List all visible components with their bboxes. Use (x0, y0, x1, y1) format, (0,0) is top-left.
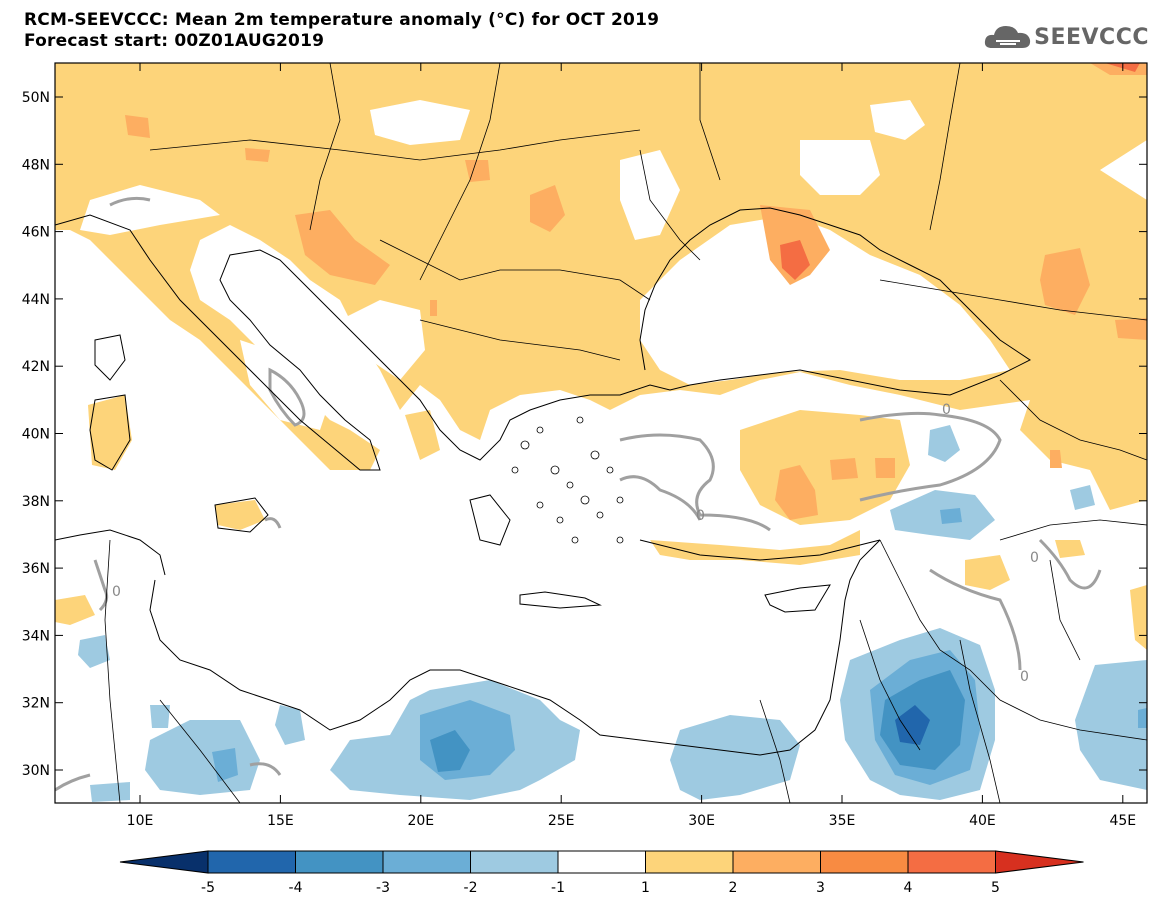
contour-label: 0 (696, 508, 705, 524)
colorbar-segment (645, 850, 734, 874)
title-line-1: RCM-SEEVCCC: Mean 2m temperature anomaly… (24, 10, 660, 30)
colorbar-min-arrow (119, 850, 209, 874)
blank-alps (80, 185, 220, 235)
lat-label: 48N (22, 157, 50, 173)
contour-label: 0 (112, 584, 121, 600)
blank-north-1 (870, 100, 925, 140)
colorbar-tick-label: -3 (376, 880, 390, 896)
colorbar-tick-label: 2 (729, 880, 738, 896)
logo-text: SEEVCCC (1034, 24, 1149, 50)
colorbar-segment (557, 850, 646, 874)
lat-label: 38N (22, 494, 50, 510)
colorbar-segment (207, 850, 296, 874)
colorbar-tick-label: 5 (991, 880, 1000, 896)
blank-bosnia (340, 300, 425, 380)
colorbar-tick-label: 3 (816, 880, 825, 896)
blank-ukraine-north (800, 140, 880, 195)
colorbar-segment (820, 850, 909, 874)
warm-sardinia (88, 395, 132, 470)
colorbar-tick-label: 4 (904, 880, 913, 896)
warm-sicily (215, 500, 265, 530)
warm-greece-west (405, 410, 440, 460)
black-sea-blank (640, 215, 1010, 385)
lat-label: 46N (22, 225, 50, 241)
coastlines (55, 207, 1031, 756)
blank-italy-south (240, 340, 330, 430)
lat-label: 42N (22, 359, 50, 375)
aegean-islands (511, 416, 624, 544)
contour-label: 0 (942, 402, 951, 418)
borders (104, 63, 1147, 803)
seevccc-logo: SEEVCCC (982, 20, 1149, 54)
lat-label: 44N (22, 292, 50, 308)
contour-label: 0 (1030, 550, 1039, 566)
colorbar-segment (295, 850, 384, 874)
longitude-axis: 10E 15E 20E 25E 30E 35E 40E 45E (127, 63, 1136, 829)
blank-poland (370, 100, 470, 145)
lat-label: 30N (22, 763, 50, 779)
cloud-icon (985, 26, 1031, 48)
lat-label: 40N (22, 427, 50, 443)
warm-east-iraq (1055, 540, 1085, 558)
colorbar-segment (470, 850, 559, 874)
colorbar-max-arrow (995, 850, 1084, 874)
colorbar-tick-label: -5 (201, 880, 215, 896)
colorbar-tick-label: -2 (464, 880, 478, 896)
colorbar-legend: -5 -4 -3 -2 -1 1 2 3 4 5 (119, 850, 1084, 896)
lon-label: 30E (688, 813, 715, 829)
lat-label: 36N (22, 561, 50, 577)
lon-label: 10E (127, 813, 154, 829)
title-line-2: Forecast start: 00Z01AUG2019 (24, 31, 325, 51)
contour-label: 0 (1020, 669, 1029, 685)
colorbar-segment (382, 850, 471, 874)
chart-title: RCM-SEEVCCC: Mean 2m temperature anomaly… (24, 10, 659, 52)
contour-labels: 0 0 0 0 0 (112, 402, 1039, 685)
lon-label: 20E (407, 813, 434, 829)
map-area: 0 0 0 0 0 (55, 63, 1147, 803)
colorbar-segment (732, 850, 821, 874)
lat-label: 50N (22, 90, 50, 106)
warm-far-east (1130, 585, 1147, 650)
lon-label: 40E (969, 813, 996, 829)
colorbar-segment (907, 850, 996, 874)
cool-anomaly-level-4 (895, 705, 930, 745)
latitude-axis: 50N 48N 46N 44N 42N 40N 38N 36N 34N 32N 30N (22, 90, 1147, 779)
colorbar-tick-label: 1 (641, 880, 650, 896)
lon-label: 35E (829, 813, 856, 829)
warm-algeria (55, 595, 95, 625)
lon-label: 45E (1109, 813, 1136, 829)
zero-contours (55, 196, 1102, 792)
lon-label: 15E (267, 813, 294, 829)
colorbar-tick-label: -1 (551, 880, 565, 896)
lon-label: 25E (548, 813, 575, 829)
lat-label: 32N (22, 696, 50, 712)
lat-label: 34N (22, 628, 50, 644)
blank-moldova (620, 150, 680, 240)
colorbar-tick-label: -4 (289, 880, 303, 896)
warm-syria (965, 555, 1010, 590)
